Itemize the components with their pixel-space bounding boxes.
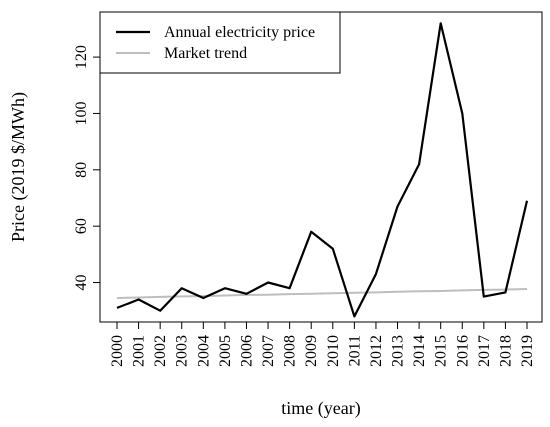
- x-tick-label: 2012: [368, 335, 385, 367]
- legend: Annual electricity price Market trend: [99, 11, 341, 74]
- x-tick-label: 2007: [260, 335, 277, 367]
- legend-box: [99, 11, 341, 74]
- price-series-line: [116, 22, 529, 318]
- x-tick-label: 2016: [454, 335, 471, 367]
- x-tick-label: 2006: [238, 335, 255, 367]
- x-tick-label: 2009: [303, 335, 320, 367]
- x-axis: 2000 2001 2002 2003 2004 2005 2006 2007 2008 2009…: [109, 322, 536, 367]
- x-axis-title: time (year): [281, 398, 360, 419]
- series-layer: [116, 22, 529, 318]
- x-tick-label: 2010: [325, 335, 342, 367]
- x-tick-label: 2014: [411, 335, 428, 367]
- trend-series-line: [116, 288, 528, 299]
- x-tick-label: 2004: [195, 335, 212, 367]
- y-tick-label: 80: [73, 162, 90, 178]
- x-tick-label: 2018: [497, 335, 514, 367]
- y-tick-label: 100: [73, 101, 90, 125]
- legend-label: Annual electricity price: [164, 24, 315, 41]
- x-tick-label: 2003: [174, 335, 191, 367]
- x-tick-label: 2019: [519, 335, 536, 367]
- x-tick-label: 2001: [131, 335, 148, 367]
- y-tick-label: 40: [73, 275, 90, 291]
- y-axis: 40 60 80 100 120: [73, 45, 100, 291]
- x-tick-label: 2005: [217, 335, 234, 367]
- y-axis-title: Price (2019 $/MWh): [8, 92, 29, 242]
- x-tick-label: 2002: [152, 335, 169, 367]
- x-tick-label: 2008: [282, 335, 299, 367]
- x-tick-label: 2015: [433, 335, 450, 367]
- legend-label: Market trend: [164, 45, 247, 62]
- x-tick-label: 2000: [109, 335, 126, 367]
- x-tick-label: 2017: [476, 335, 493, 367]
- y-tick-label: 60: [73, 218, 90, 234]
- x-tick-label: 2013: [390, 335, 407, 367]
- x-tick-label: 2011: [346, 335, 363, 366]
- y-tick-label: 120: [73, 45, 90, 69]
